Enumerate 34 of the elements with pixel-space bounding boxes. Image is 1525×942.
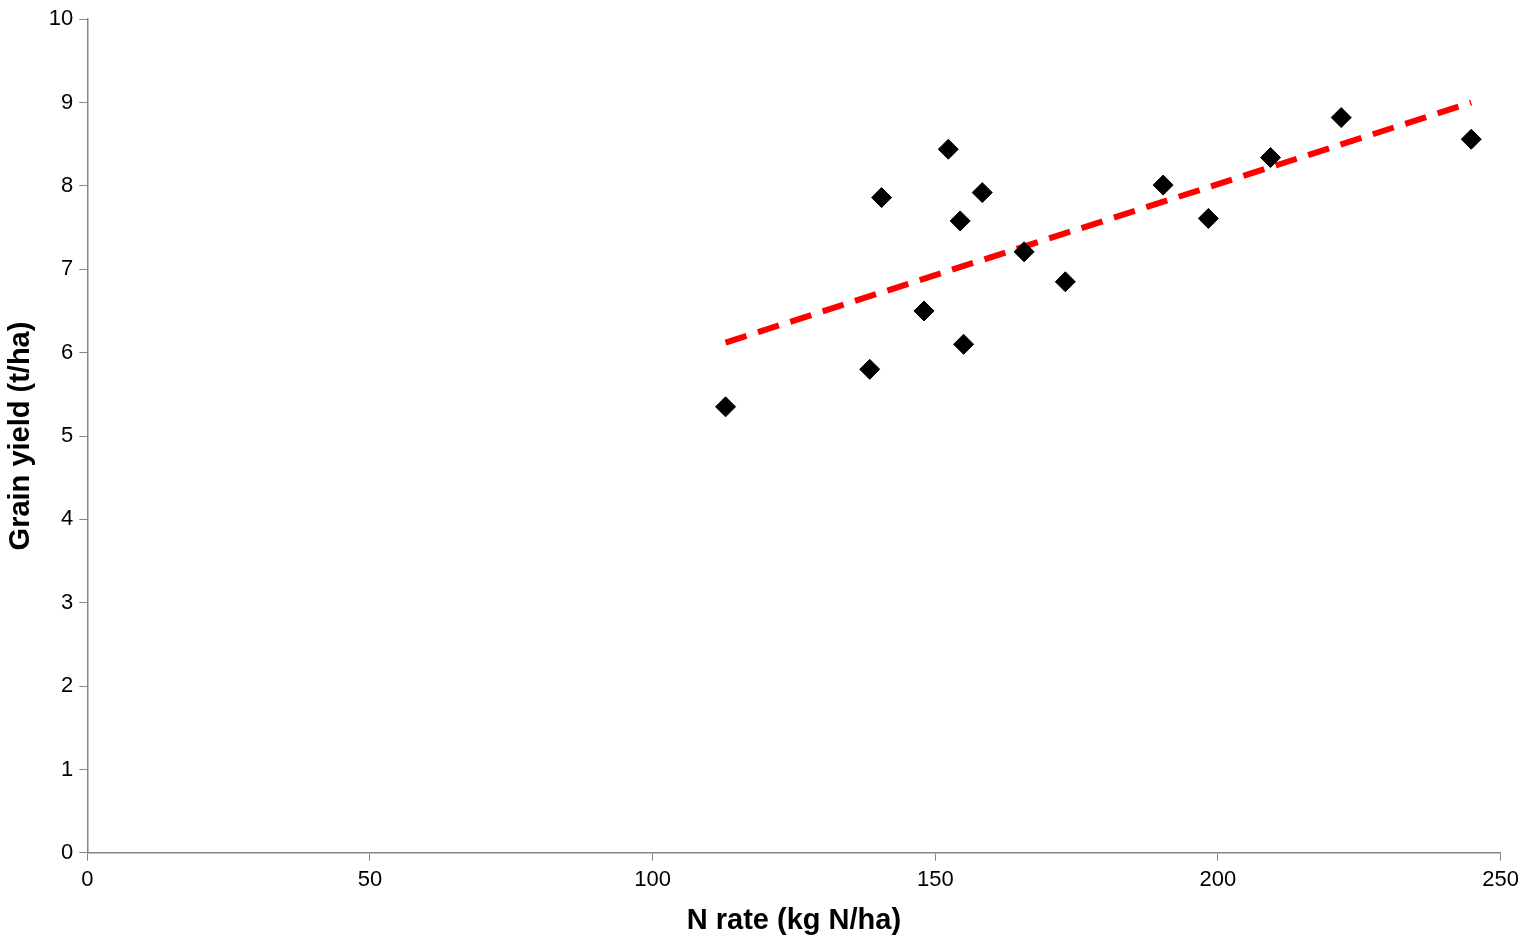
point xyxy=(953,333,975,355)
point xyxy=(1260,147,1282,169)
x-tick-label: 100 xyxy=(634,866,671,892)
point xyxy=(871,187,893,209)
point xyxy=(1460,128,1482,150)
x-axis-title: N rate (kg N/ha) xyxy=(686,902,902,935)
x-tick-label: 200 xyxy=(1199,866,1237,892)
x-tick-label: 0 xyxy=(81,866,94,892)
x-tick-label: 250 xyxy=(1482,866,1520,892)
y-tick-label: 8 xyxy=(61,171,74,197)
point xyxy=(937,138,959,160)
y-tick-label: 7 xyxy=(61,255,74,281)
point xyxy=(949,210,971,232)
point xyxy=(1054,271,1076,293)
y-tick-label: 0 xyxy=(61,838,74,864)
point xyxy=(971,182,993,204)
point xyxy=(1330,107,1352,129)
point xyxy=(1152,174,1174,196)
y-tick-label: 10 xyxy=(48,5,74,31)
point xyxy=(715,396,737,418)
point xyxy=(1197,207,1219,229)
y-tick-label: 6 xyxy=(61,338,74,364)
y-axis-title: Grain yield (t/ha) xyxy=(3,321,36,551)
point xyxy=(859,358,881,380)
y-tick-label: 1 xyxy=(61,755,74,781)
y-tick-label: 3 xyxy=(61,588,74,614)
point xyxy=(1013,241,1035,263)
y-tick-label: 5 xyxy=(61,422,74,448)
point xyxy=(913,300,935,322)
y-tick-label: 9 xyxy=(61,88,74,114)
y-tick-label: 4 xyxy=(61,505,74,531)
x-tick-label: 50 xyxy=(357,866,383,892)
y-tick-label: 2 xyxy=(61,672,74,698)
x-tick-label: 150 xyxy=(916,866,954,892)
